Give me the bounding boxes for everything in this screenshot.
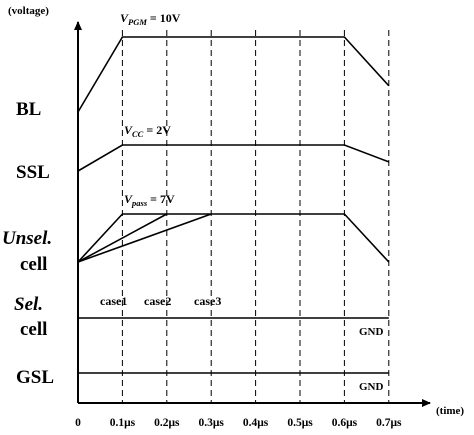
waveform-unsel-case1	[77, 213, 390, 263]
x-tick-labels: 0 0.1μs 0.2μs 0.3μs 0.4μs 0.5μs 0.6μs 0.7μs	[75, 417, 402, 429]
annotation-ssl: VCC = 2V	[124, 123, 171, 139]
x-tick-label-6: 0.6μs	[332, 417, 358, 429]
y-axis-unit-label: (voltage)	[8, 5, 49, 17]
case-label-1: case1	[100, 294, 127, 308]
x-tick-label-3: 0.3μs	[199, 417, 225, 429]
signal-label-ssl: SSL	[16, 162, 50, 183]
case-label-3: case3	[194, 294, 221, 308]
x-tick-label-2: 0.2μs	[154, 417, 180, 429]
waveform-ssl	[77, 144, 390, 172]
annotation-bl: VPGM = 10V	[120, 11, 181, 27]
case-label-2: case2	[144, 294, 171, 308]
waveform-bl	[77, 36, 390, 113]
signal-label-unsel: Unsel.	[2, 228, 52, 249]
signal-label-bl: BL	[16, 99, 41, 120]
x-axis-unit-label: (time)	[436, 405, 464, 417]
waveform-unsel-case3	[77, 213, 212, 263]
x-tick-label-5: 0.5μs	[287, 417, 313, 429]
gnd-label-gsl: GND	[359, 381, 384, 393]
x-tick-label-0: 0	[75, 417, 81, 429]
signal-label-unsel-sub: cell	[20, 254, 47, 275]
signal-label-gsl: GSL	[16, 367, 54, 388]
signal-label-sel: Sel.	[14, 294, 43, 315]
signal-label-sel-sub: cell	[20, 319, 47, 340]
gnd-label-sel: GND	[359, 326, 384, 338]
annotation-unsel: Vpass = 7V	[124, 192, 175, 208]
x-tick-label-1: 0.1μs	[110, 417, 136, 429]
waveform-unsel-case2	[77, 213, 168, 263]
x-tick-label-7: 0.7μs	[376, 417, 402, 429]
dashed-gridlines	[121, 30, 390, 403]
x-tick-label-4: 0.4μs	[243, 417, 269, 429]
